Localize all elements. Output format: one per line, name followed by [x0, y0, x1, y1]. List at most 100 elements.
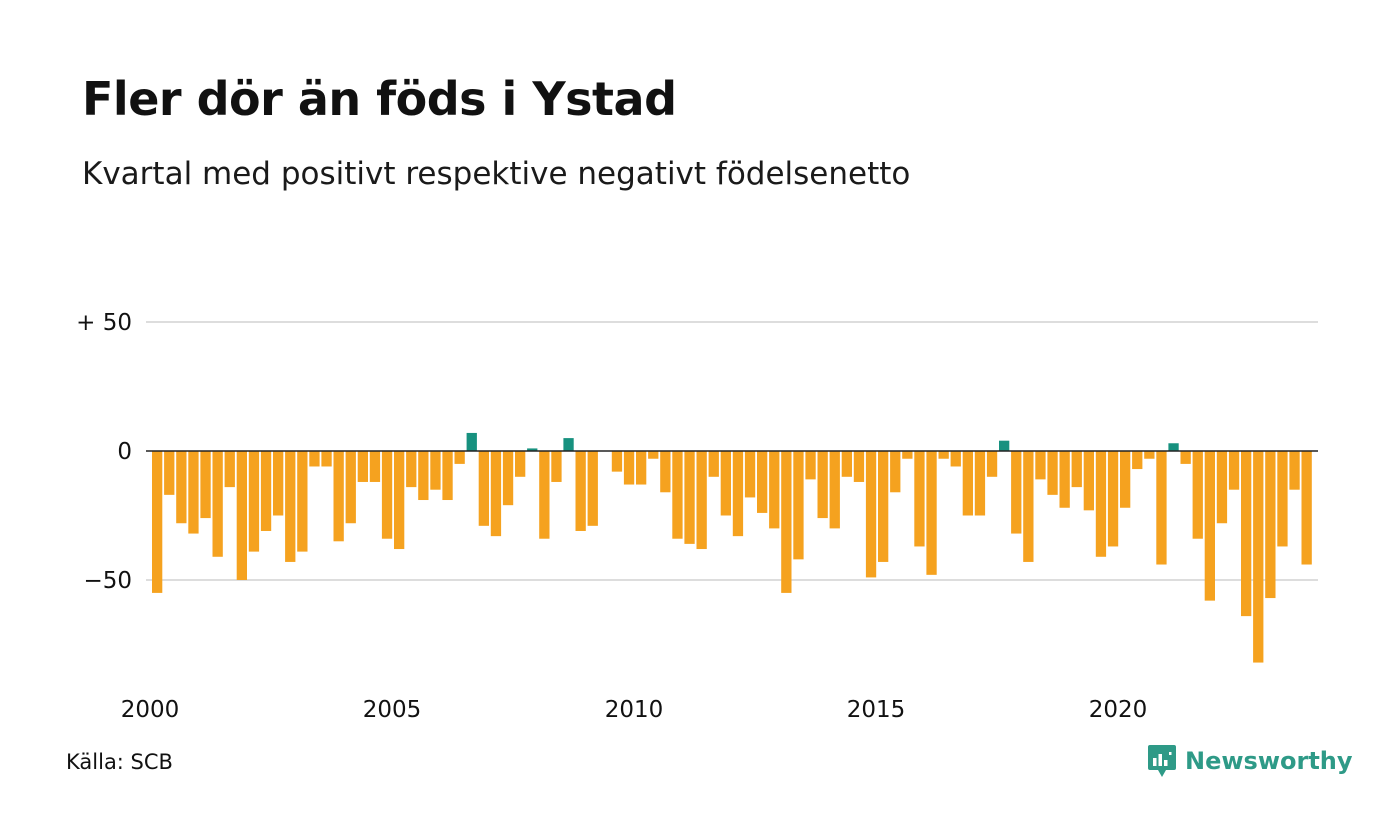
- bar: [260, 451, 272, 531]
- bar: [902, 451, 913, 459]
- bar: [974, 451, 986, 516]
- bar: [1289, 451, 1300, 490]
- bar: [1144, 451, 1155, 459]
- bar: [466, 432, 477, 451]
- grid-lines: [146, 321, 1318, 581]
- chart-title: Fler dör än föds i Ystad: [82, 72, 677, 126]
- newsworthy-logo[interactable]: Newsworthy: [1147, 744, 1353, 778]
- y-tick-label: −50: [83, 568, 132, 594]
- bar: [636, 451, 647, 485]
- bar: [502, 451, 514, 506]
- bar: [575, 451, 586, 531]
- bar: [1168, 443, 1179, 451]
- bar: [1253, 451, 1264, 663]
- bar: [793, 451, 804, 560]
- bar: [212, 451, 223, 557]
- bar: [406, 451, 417, 488]
- bar: [490, 451, 502, 537]
- bar: [430, 451, 441, 490]
- bar: [285, 451, 296, 562]
- bar: [357, 451, 368, 482]
- newsworthy-logo-icon: [1148, 745, 1176, 777]
- bar: [176, 451, 187, 524]
- bar: [333, 451, 344, 542]
- bar: [1204, 451, 1215, 601]
- bar: [309, 451, 320, 467]
- y-tick-label: 0: [117, 439, 132, 465]
- bar: [841, 451, 852, 477]
- bar: [394, 451, 405, 550]
- bar: [563, 438, 574, 451]
- bar: [1216, 451, 1228, 524]
- bar: [1228, 451, 1240, 490]
- bar: [648, 451, 659, 459]
- bar: [297, 451, 308, 552]
- bar: [1095, 451, 1107, 557]
- bar: [1035, 451, 1046, 480]
- bar: [381, 451, 393, 539]
- bar: [188, 451, 199, 534]
- bar: [1277, 451, 1288, 547]
- bar: [805, 451, 816, 480]
- bar: [829, 451, 840, 529]
- bar: [551, 451, 562, 482]
- bar: [1180, 451, 1191, 464]
- bar: [1156, 451, 1167, 565]
- bar: [1120, 451, 1131, 508]
- bar: [781, 451, 792, 593]
- bar: [684, 451, 695, 544]
- bar: [248, 451, 260, 552]
- bar: [273, 451, 284, 516]
- bar: [878, 451, 889, 562]
- source-note: Källa: SCB: [66, 750, 173, 774]
- bar: [321, 451, 332, 467]
- bar: [853, 451, 865, 482]
- bar: [587, 451, 598, 526]
- bar: [442, 451, 453, 501]
- bar: [152, 451, 163, 593]
- bar: [1107, 451, 1119, 547]
- bar-chart: + 50 0 −50 2000 2005 2010 2015 2020: [76, 310, 1318, 723]
- bar: [1241, 451, 1252, 617]
- bar: [660, 451, 671, 493]
- bar: [200, 451, 211, 519]
- bar: [999, 440, 1010, 451]
- bar: [515, 451, 526, 477]
- bar: [1047, 451, 1058, 495]
- bar: [224, 451, 235, 488]
- bar: [539, 451, 550, 539]
- bar: [527, 448, 538, 451]
- bar: [720, 451, 731, 516]
- bar: [1071, 451, 1082, 488]
- bar: [418, 451, 429, 501]
- bar: [986, 451, 998, 477]
- x-tick-label: 2005: [363, 697, 422, 723]
- bar: [696, 451, 707, 550]
- bar: [1059, 451, 1070, 508]
- bar: [454, 451, 465, 464]
- bar: [236, 451, 247, 580]
- x-tick-label: 2010: [605, 697, 664, 723]
- bar: [817, 451, 828, 519]
- bar: [345, 451, 356, 524]
- bar: [1192, 451, 1203, 539]
- bar: [962, 451, 973, 516]
- bar: [926, 451, 937, 575]
- bar: [1265, 451, 1276, 599]
- x-tick-label: 2000: [121, 697, 180, 723]
- bar: [1083, 451, 1094, 511]
- bar: [708, 451, 719, 477]
- bar: [757, 451, 768, 513]
- bar: [611, 451, 623, 472]
- x-tick-label: 2020: [1089, 697, 1148, 723]
- bar: [865, 451, 877, 578]
- bar: [1301, 451, 1312, 565]
- axes: + 50 0 −50 2000 2005 2010 2015 2020: [76, 310, 1318, 723]
- bar: [950, 451, 961, 467]
- x-tick-label: 2015: [847, 697, 906, 723]
- bar: [914, 451, 925, 547]
- bar: [164, 451, 175, 495]
- bar: [732, 451, 744, 537]
- bar: [623, 451, 635, 485]
- bar: [1011, 451, 1022, 534]
